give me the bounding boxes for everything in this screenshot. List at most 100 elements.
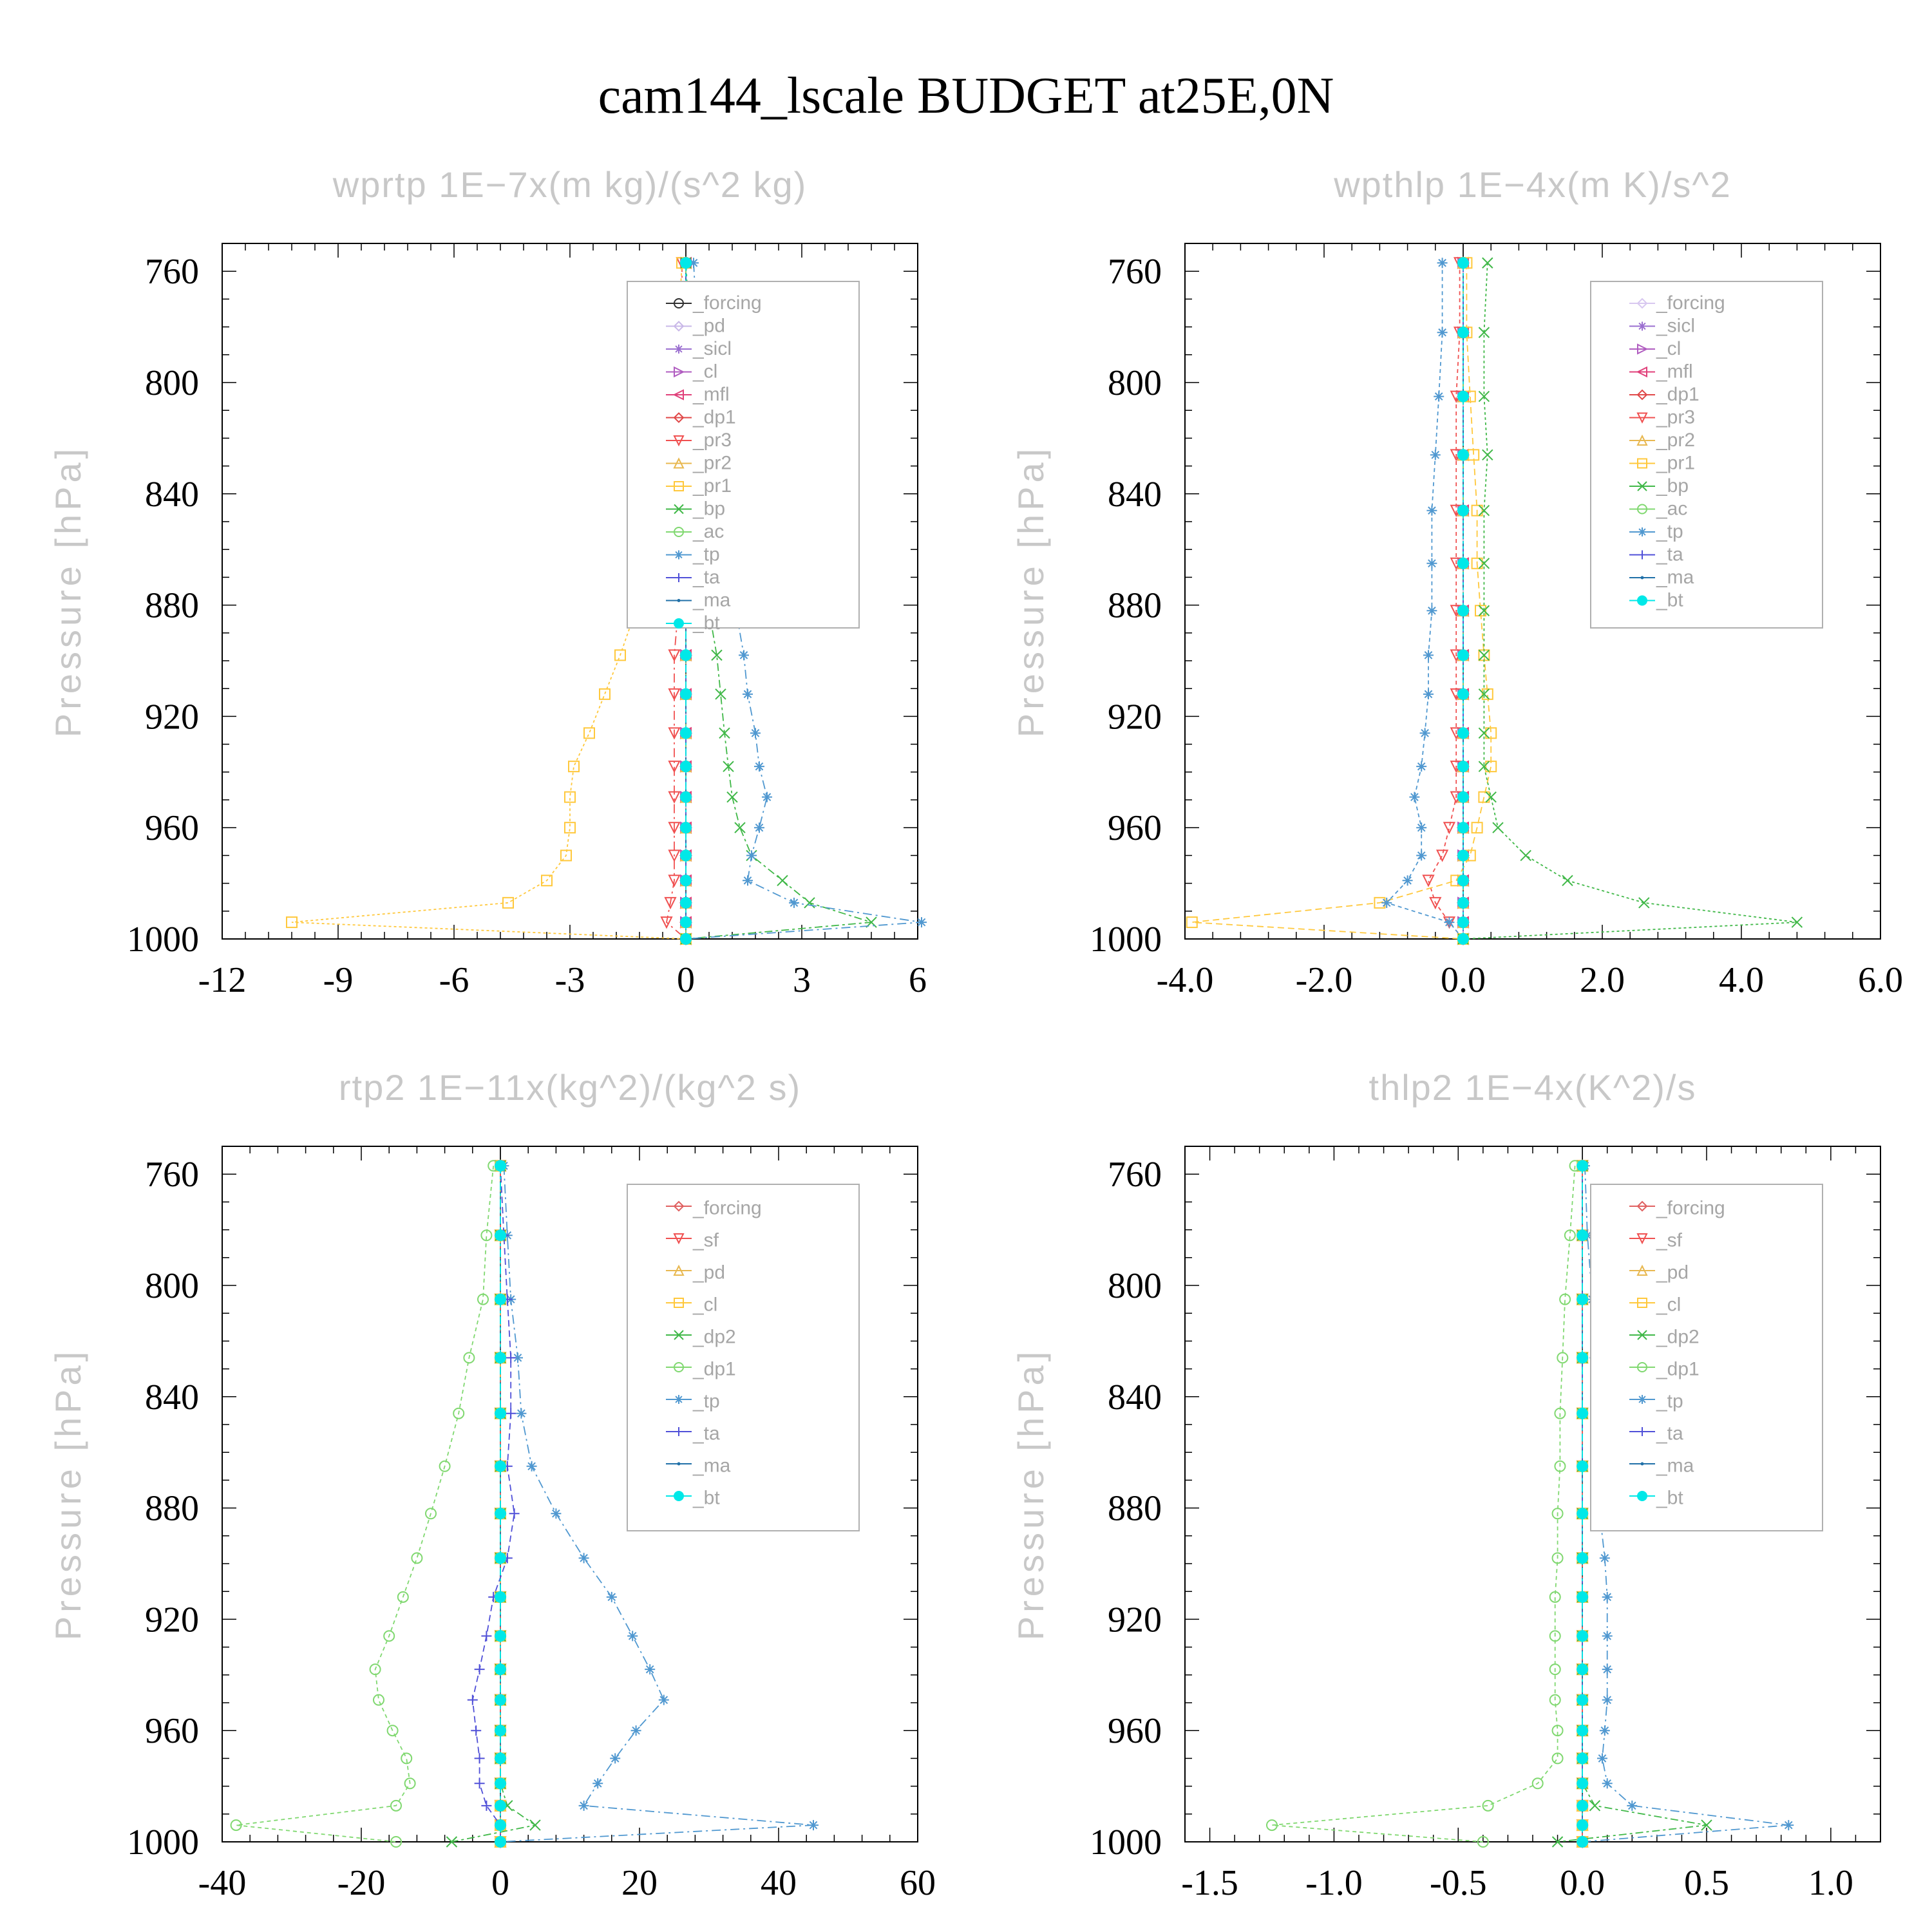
data-point <box>1602 1631 1613 1642</box>
y-tick-label: 920 <box>1108 1600 1162 1640</box>
data-point <box>743 688 753 699</box>
data-point <box>1266 1819 1278 1832</box>
data-point <box>560 849 572 862</box>
data-point <box>1481 688 1493 700</box>
legend-label: _ta <box>1656 544 1683 565</box>
data-point <box>495 1819 506 1832</box>
data-point <box>719 727 730 739</box>
legend-label: _pr1 <box>692 475 732 497</box>
data-point <box>1559 1293 1571 1305</box>
data-point <box>680 916 692 929</box>
legend-marker <box>1636 366 1647 378</box>
data-point <box>1457 822 1469 834</box>
data-point <box>516 1408 527 1419</box>
x-tick-label: 1.0 <box>1808 1863 1853 1903</box>
data-point <box>446 1836 458 1848</box>
legend-marker <box>1637 1491 1647 1501</box>
x-tick-label: -1.0 <box>1305 1863 1363 1903</box>
data-point <box>495 1799 506 1812</box>
data-point <box>1638 897 1650 909</box>
series-line <box>451 1166 537 1842</box>
data-point <box>541 875 553 887</box>
x-tick-label: -12 <box>198 960 247 1000</box>
data-point <box>1531 1777 1544 1790</box>
data-point <box>1426 505 1437 516</box>
legend-item: _ma <box>666 590 731 611</box>
data-point <box>1443 822 1456 835</box>
data-point <box>529 1819 541 1831</box>
data-point <box>1551 1752 1564 1765</box>
legend-label: _ta <box>692 1423 720 1444</box>
legend-label: _sf <box>1656 1230 1683 1251</box>
data-point <box>777 875 788 886</box>
data-point <box>789 897 799 908</box>
data-point <box>1557 1352 1569 1364</box>
legend-marker <box>674 1298 684 1308</box>
chart-panel-1: wprtp 1E−7x(m kg)/(s^2 kg) Pressure [hPa]… <box>48 164 927 1000</box>
data-point <box>474 1753 485 1764</box>
data-point <box>1186 916 1198 929</box>
data-point <box>1419 728 1430 739</box>
legend-item: _pr2 <box>1629 430 1695 451</box>
y-tick-label: 800 <box>145 363 199 403</box>
data-point <box>1562 875 1573 886</box>
data-point <box>804 897 815 909</box>
data-point <box>1551 1552 1564 1564</box>
data-point <box>668 727 681 740</box>
legend-item: _sf <box>666 1230 719 1251</box>
legend-item: _bp <box>666 498 725 520</box>
data-point <box>1457 327 1469 339</box>
data-point <box>474 1778 485 1789</box>
series-pr1 <box>1186 257 1497 945</box>
data-point <box>564 791 576 803</box>
data-point <box>1423 688 1434 699</box>
series-dp1 <box>1266 1160 1581 1848</box>
legend-label: _dp1 <box>692 1359 736 1380</box>
data-point <box>1457 688 1469 700</box>
legend-marker <box>1637 504 1647 515</box>
data-point <box>495 1752 506 1765</box>
legend-label: _ma <box>692 1455 731 1477</box>
data-point <box>1457 504 1469 516</box>
legend-marker <box>1637 481 1647 491</box>
data-point <box>1577 1799 1589 1812</box>
data-point <box>680 791 692 803</box>
data-point <box>1577 1460 1589 1472</box>
data-point <box>1791 916 1803 928</box>
legend-item: _pr1 <box>1629 453 1695 474</box>
data-point <box>1549 1591 1561 1603</box>
data-point <box>680 688 692 700</box>
legend-item: _forcing <box>666 292 762 314</box>
data-point <box>564 822 576 834</box>
data-point <box>390 1836 402 1848</box>
data-point <box>1602 1591 1613 1602</box>
legend-marker <box>674 618 684 629</box>
legend-item: _tp <box>666 544 720 565</box>
data-point <box>1471 504 1483 516</box>
x-tick-label: 0 <box>677 960 695 1000</box>
legend: _forcing_sicl_cl_mfl_dp1_pr3_pr2_pr1_bp_… <box>1590 281 1823 629</box>
legend-item: _dp1 <box>666 407 736 428</box>
data-point <box>1577 1819 1589 1832</box>
legend-marker <box>677 599 681 602</box>
data-point <box>1416 822 1427 833</box>
data-point <box>1426 558 1437 569</box>
legend-box <box>627 1184 860 1531</box>
data-point <box>1602 1694 1613 1705</box>
legend-label: _ma <box>1656 1455 1694 1477</box>
legend-label: _bp <box>1656 475 1689 497</box>
x-tick-label: 0.0 <box>1441 960 1486 1000</box>
legend-marker <box>674 481 684 491</box>
legend-label: _forcing <box>1656 292 1725 314</box>
data-point <box>1577 1160 1589 1172</box>
data-point <box>411 1552 423 1564</box>
data-point <box>762 791 772 802</box>
data-point <box>495 1460 506 1472</box>
legend-label: _ac <box>692 521 724 542</box>
legend-label: _mfl <box>692 384 730 405</box>
data-point <box>1457 390 1469 402</box>
data-point <box>1471 557 1483 569</box>
legend-marker <box>1638 1427 1647 1436</box>
legend-box <box>1590 1184 1823 1531</box>
data-point <box>746 850 757 861</box>
